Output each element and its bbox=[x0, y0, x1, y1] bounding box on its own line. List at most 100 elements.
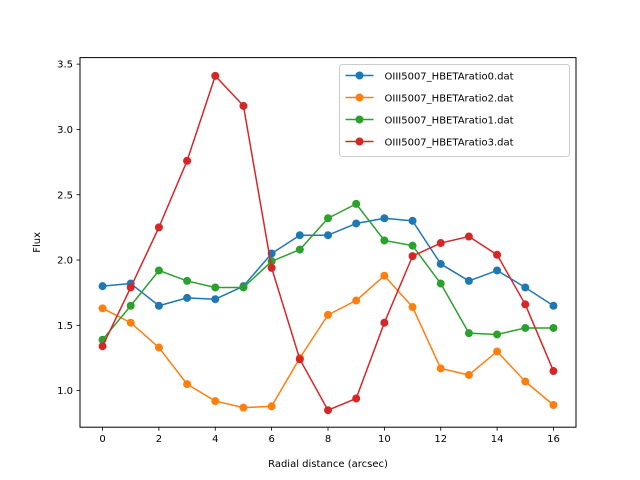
data-point bbox=[267, 263, 276, 272]
data-point bbox=[436, 364, 445, 373]
data-point bbox=[126, 301, 135, 310]
y-axis-label: Flux bbox=[32, 232, 43, 253]
series-2 bbox=[98, 199, 558, 344]
data-point bbox=[493, 347, 502, 356]
y-tick-label: 3.5 bbox=[57, 60, 73, 71]
data-point bbox=[183, 293, 192, 302]
data-point bbox=[324, 310, 332, 319]
x-tick-label: 10 bbox=[378, 434, 391, 445]
x-tick-label: 6 bbox=[268, 434, 274, 445]
data-point bbox=[521, 283, 530, 292]
data-point bbox=[126, 318, 135, 327]
data-point bbox=[239, 283, 248, 292]
legend: OIII5007_HBETAratio0.dat OIII5007_HBETAra… bbox=[339, 64, 570, 157]
legend-label: OIII5007_HBETAratio3.dat bbox=[385, 138, 514, 149]
x-tick-label: 8 bbox=[325, 434, 331, 445]
data-point bbox=[464, 329, 473, 338]
data-point bbox=[211, 295, 220, 304]
data-point bbox=[436, 279, 445, 288]
y-tick-label: 3.0 bbox=[57, 125, 73, 136]
data-point bbox=[126, 283, 135, 292]
legend-label: OIII5007_HBETAratio1.dat bbox=[385, 116, 514, 127]
data-point bbox=[98, 282, 107, 291]
x-tick-label: 0 bbox=[99, 434, 105, 445]
data-point bbox=[324, 231, 332, 240]
data-point bbox=[211, 71, 220, 80]
y-axis-ticks: 1.0 1.5 2.0 2.5 3.0 3.5 bbox=[57, 60, 80, 397]
data-point bbox=[352, 219, 361, 228]
data-point bbox=[380, 318, 389, 327]
legend-marker bbox=[355, 93, 364, 102]
y-tick-label: 2.5 bbox=[57, 190, 73, 201]
data-point bbox=[464, 276, 473, 285]
data-point bbox=[380, 236, 389, 245]
x-tick-label: 14 bbox=[491, 434, 504, 445]
data-point bbox=[352, 296, 361, 305]
data-point bbox=[521, 323, 530, 332]
data-point bbox=[352, 199, 361, 208]
data-point bbox=[408, 216, 417, 225]
data-point bbox=[436, 239, 445, 248]
x-tick-label: 16 bbox=[547, 434, 560, 445]
data-point bbox=[380, 271, 389, 280]
data-point bbox=[464, 232, 473, 241]
x-axis-label: Radial distance (arcsec) bbox=[268, 459, 388, 470]
data-point bbox=[436, 259, 445, 268]
data-point bbox=[549, 400, 558, 409]
data-point bbox=[154, 223, 163, 232]
data-point bbox=[154, 343, 163, 352]
data-point bbox=[408, 252, 417, 261]
data-point bbox=[464, 370, 473, 379]
data-point bbox=[183, 276, 192, 285]
data-point bbox=[239, 101, 248, 110]
data-point bbox=[239, 403, 248, 412]
series-1 bbox=[98, 271, 558, 412]
data-point bbox=[493, 330, 502, 339]
data-point bbox=[154, 301, 163, 310]
x-tick-label: 4 bbox=[212, 434, 218, 445]
x-tick-label: 2 bbox=[156, 434, 162, 445]
data-point bbox=[324, 214, 332, 223]
data-point bbox=[549, 367, 558, 376]
data-point bbox=[380, 214, 389, 223]
legend-item: OIII5007_HBETAratio2.dat bbox=[345, 93, 514, 105]
legend-label: OIII5007_HBETAratio2.dat bbox=[385, 94, 514, 105]
legend-marker bbox=[355, 71, 364, 80]
x-axis-ticks: 0 2 4 6 8 10 12 14 16 bbox=[99, 427, 560, 445]
legend-marker bbox=[355, 137, 364, 146]
series-layer bbox=[98, 71, 558, 415]
data-point bbox=[154, 266, 163, 275]
data-point bbox=[324, 406, 332, 415]
legend-item: OIII5007_HBETAratio1.dat bbox=[345, 115, 514, 127]
data-point bbox=[408, 241, 417, 250]
legend-marker bbox=[355, 115, 364, 124]
data-point bbox=[295, 355, 304, 364]
data-point bbox=[295, 245, 304, 254]
y-tick-label: 1.5 bbox=[57, 321, 73, 332]
y-tick-label: 1.0 bbox=[57, 386, 73, 397]
data-point bbox=[183, 156, 192, 165]
data-point bbox=[493, 266, 502, 275]
data-point bbox=[352, 394, 361, 403]
data-point bbox=[211, 397, 220, 406]
data-point bbox=[521, 377, 530, 386]
legend-box bbox=[339, 64, 570, 157]
legend-item: OIII5007_HBETAratio3.dat bbox=[345, 137, 514, 149]
x-tick-label: 12 bbox=[434, 434, 447, 445]
legend-item: OIII5007_HBETAratio0.dat bbox=[345, 71, 514, 83]
series-3 bbox=[98, 71, 558, 415]
y-tick-label: 2.0 bbox=[57, 256, 73, 267]
data-point bbox=[183, 380, 192, 389]
data-point bbox=[98, 304, 107, 313]
data-point bbox=[549, 323, 558, 332]
data-point bbox=[267, 402, 276, 411]
data-point bbox=[408, 303, 417, 312]
data-point bbox=[493, 250, 502, 259]
data-point bbox=[549, 301, 558, 310]
data-point bbox=[521, 300, 530, 309]
data-point bbox=[295, 231, 304, 240]
data-point bbox=[98, 342, 107, 351]
legend-label: OIII5007_HBETAratio0.dat bbox=[385, 72, 514, 83]
data-point bbox=[211, 283, 220, 292]
